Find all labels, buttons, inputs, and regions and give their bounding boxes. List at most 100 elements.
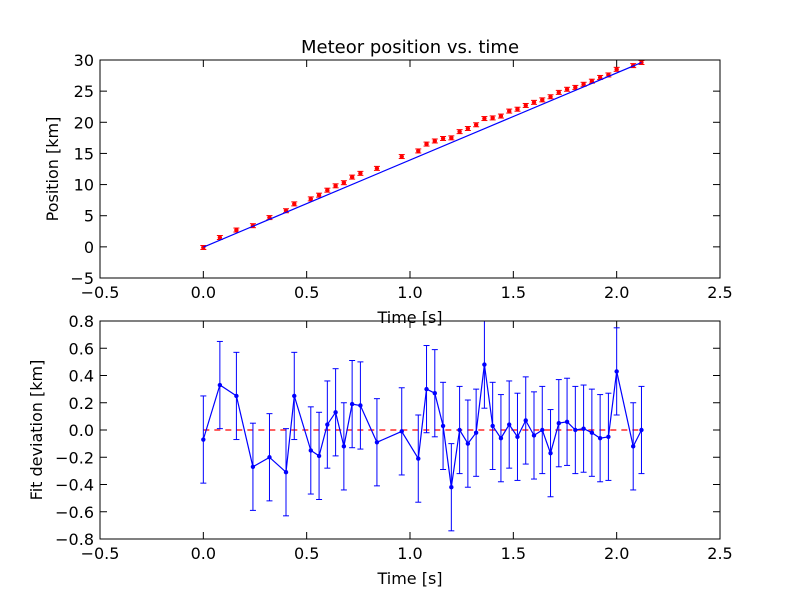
data-point <box>357 170 364 176</box>
y-tick-label: 5 <box>84 207 94 226</box>
x-tick-label: 0.0 <box>191 544 216 563</box>
point-marker <box>308 448 313 453</box>
point-marker <box>564 87 570 92</box>
data-point <box>464 399 471 488</box>
point-marker <box>440 423 446 429</box>
point-marker <box>523 103 528 108</box>
deviation-chart: −0.5 0.0 0.5 1.0 1.5 2.0 2.5 −0.8 −0.6 −0.4 −0.2 0.… <box>27 312 733 588</box>
data-point <box>316 411 323 500</box>
point-marker <box>201 437 206 442</box>
data-point <box>373 398 380 487</box>
data-point <box>307 196 314 202</box>
x-tick-label: 1.5 <box>501 544 526 563</box>
point-marker <box>292 201 297 207</box>
point-marker <box>606 434 611 440</box>
point-marker <box>333 183 338 189</box>
point-marker <box>581 82 586 87</box>
data-point <box>398 154 405 160</box>
data-point <box>555 379 562 468</box>
data-point <box>539 97 546 103</box>
y-tick-label: 30 <box>74 51 94 70</box>
data-point <box>580 384 587 473</box>
data-point <box>539 385 546 475</box>
data-point <box>340 180 347 186</box>
data-point <box>489 115 496 121</box>
data-point <box>597 394 604 483</box>
data-point <box>357 361 364 450</box>
data-point <box>456 385 463 475</box>
y-tick-label: 0.2 <box>69 394 94 413</box>
x-tick-label: 2.0 <box>604 283 629 302</box>
point-marker <box>234 227 239 233</box>
y-tick-label: −0.4 <box>55 476 94 495</box>
point-marker <box>349 401 355 407</box>
data-point <box>233 351 240 441</box>
point-marker <box>490 423 495 429</box>
point-marker <box>424 141 429 147</box>
y-tick-label: −0.8 <box>55 530 94 549</box>
x-tick-label: 0.0 <box>191 283 216 302</box>
point-marker <box>424 386 429 392</box>
y-axis-label: Fit deviation [km] <box>27 360 46 501</box>
point-marker <box>416 456 421 461</box>
data-point <box>283 428 289 517</box>
point-marker <box>250 464 256 469</box>
x-tick-label: 2.5 <box>707 283 732 302</box>
position-chart: Meteor position vs. time −0.5 0.0 0.5 1.0 1.… <box>43 37 733 327</box>
y-tick-label: −0.2 <box>55 448 94 467</box>
fit-line <box>203 61 642 248</box>
data-point <box>464 126 471 132</box>
x-tick-label: −0.5 <box>81 544 120 563</box>
data-point <box>349 360 356 449</box>
point-marker <box>358 403 363 408</box>
point-marker <box>515 434 520 440</box>
data-point <box>431 138 438 144</box>
point-marker <box>374 166 380 171</box>
point-marker <box>440 136 446 141</box>
data-point <box>340 402 347 491</box>
point-marker <box>507 108 512 114</box>
point-marker <box>449 135 454 141</box>
data-point <box>497 113 504 119</box>
point-marker <box>308 196 313 202</box>
x-tick-label: 2.0 <box>604 544 629 563</box>
data-point <box>564 86 571 92</box>
point-marker <box>374 440 380 445</box>
x-axis-label: Time [s] <box>376 308 442 327</box>
data-point <box>613 327 620 416</box>
point-marker <box>573 427 578 433</box>
data-point <box>531 99 537 105</box>
point-marker <box>316 453 322 459</box>
point-marker <box>631 444 636 449</box>
data-point <box>481 116 488 122</box>
point-marker <box>589 430 595 435</box>
point-marker <box>573 85 578 90</box>
data-point <box>547 94 554 100</box>
plot-frame <box>99 59 721 279</box>
data-point <box>440 135 447 141</box>
point-marker <box>457 129 462 134</box>
y-tick-label: 20 <box>74 113 94 132</box>
data-point <box>547 409 554 498</box>
point-marker <box>581 426 586 431</box>
data-point <box>489 381 496 471</box>
y-tick-label: 15 <box>74 144 94 163</box>
data-point <box>605 392 612 481</box>
data-point <box>423 345 430 434</box>
y-axis-label: Position [km] <box>43 117 62 222</box>
data-point <box>506 108 513 114</box>
data-point <box>448 443 455 532</box>
data-point <box>572 385 579 475</box>
point-marker <box>507 422 512 427</box>
point-marker <box>614 67 619 72</box>
data-point <box>291 201 298 207</box>
data-point <box>332 183 339 189</box>
point-marker <box>283 470 289 475</box>
x-tick-label: 0.5 <box>294 544 319 563</box>
data-point <box>431 349 438 438</box>
data-point <box>531 391 537 480</box>
point-marker <box>465 441 471 446</box>
x-tick-label: −0.5 <box>81 283 120 302</box>
data-point <box>349 174 356 180</box>
chart-title: Meteor position vs. time <box>301 37 519 58</box>
